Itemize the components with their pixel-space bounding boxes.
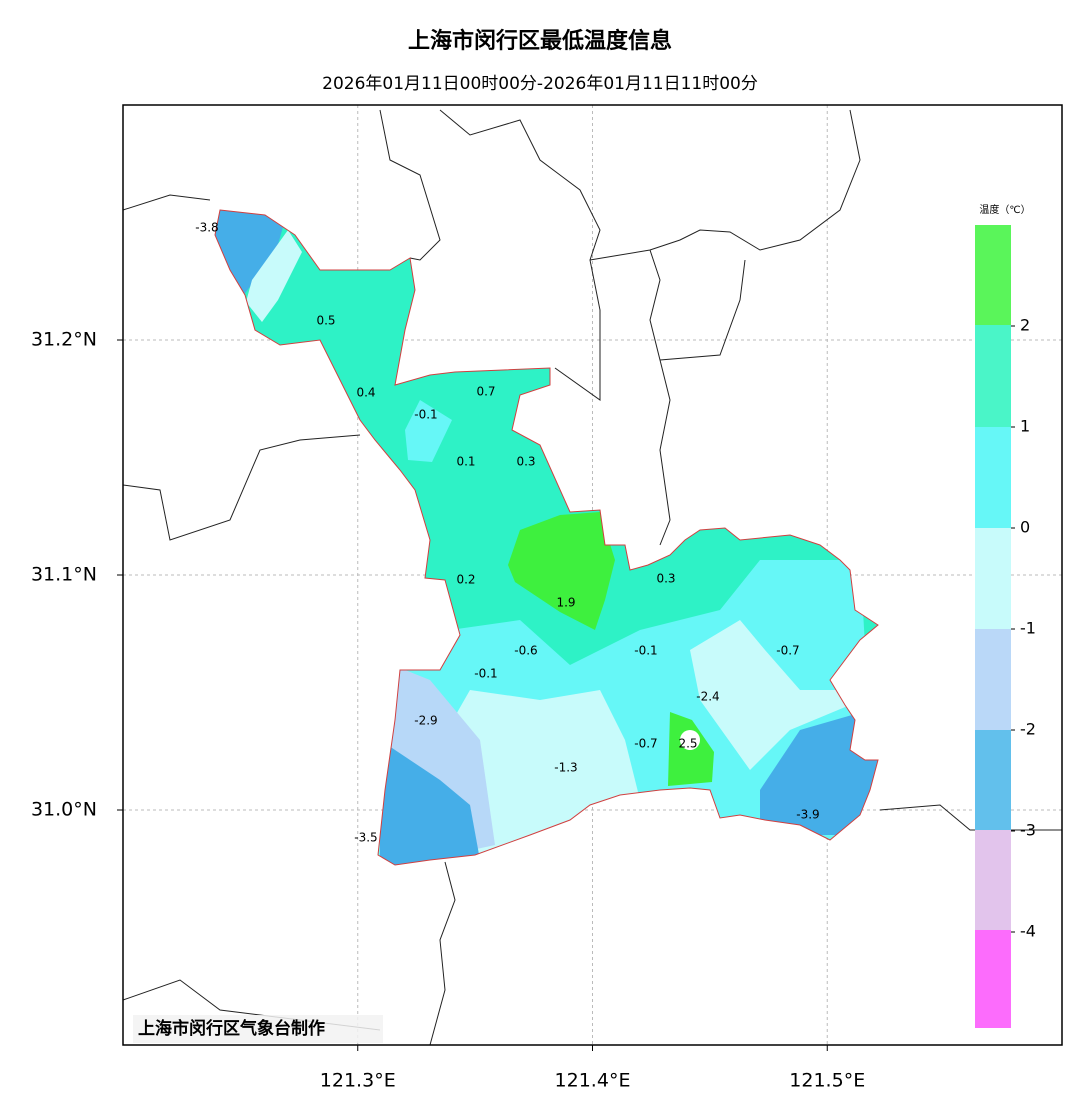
lon-tick-label: 121.5°E <box>789 1070 865 1092</box>
station-value: -3.8 <box>195 221 218 235</box>
subtitle: 2026年01月11日00时00分-2026年01月11日11时00分 <box>322 74 758 94</box>
station-value: -3.5 <box>354 831 377 845</box>
colorbar-label: -4 <box>1020 922 1036 941</box>
lon-tick-label: 121.4°E <box>555 1070 631 1092</box>
station-value: -2.4 <box>696 690 719 704</box>
station-value: -0.1 <box>634 644 657 658</box>
station-value: -1.3 <box>554 761 577 775</box>
colorbar-label: -1 <box>1020 619 1036 638</box>
colorbar-label: 0 <box>1020 518 1030 537</box>
station-value: 0.3 <box>516 455 535 469</box>
station-value: -0.1 <box>414 408 437 422</box>
lat-tick-label: 31.2°N <box>31 329 97 351</box>
colorbar-label: 1 <box>1020 417 1030 436</box>
lat-tick-label: 31.1°N <box>31 564 97 586</box>
title: 上海市闵行区最低温度信息 <box>408 28 672 54</box>
station-value: 1.9 <box>556 596 575 610</box>
station-value: 0.5 <box>316 314 335 328</box>
station-value: 0.2 <box>456 573 475 587</box>
station-value: -0.6 <box>514 644 537 658</box>
lon-tick-label: 121.3°E <box>320 1070 396 1092</box>
credit-bg <box>133 1015 383 1043</box>
colorbar-label: 2 <box>1020 316 1030 335</box>
colorbar <box>975 225 1011 1028</box>
station-value: -0.7 <box>776 644 799 658</box>
station-value: -0.7 <box>634 737 657 751</box>
station-value: 0.3 <box>656 572 675 586</box>
legend-title: 温度（℃） <box>979 203 1030 216</box>
colorbar-label: -3 <box>1020 821 1036 840</box>
station-value: 2.5 <box>678 737 697 751</box>
station-value: -0.1 <box>474 667 497 681</box>
station-value: 0.4 <box>356 386 375 400</box>
neighbor-boundaries <box>122 109 1062 1046</box>
colorbar-label: -2 <box>1020 720 1036 739</box>
lat-tick-label: 31.0°N <box>31 799 97 821</box>
station-value: -2.9 <box>414 714 437 728</box>
station-value: 0.1 <box>456 455 475 469</box>
credit: 上海市闵行区气象台制作 <box>138 1018 325 1039</box>
station-value: -3.9 <box>796 808 819 822</box>
station-value: 0.7 <box>476 385 495 399</box>
